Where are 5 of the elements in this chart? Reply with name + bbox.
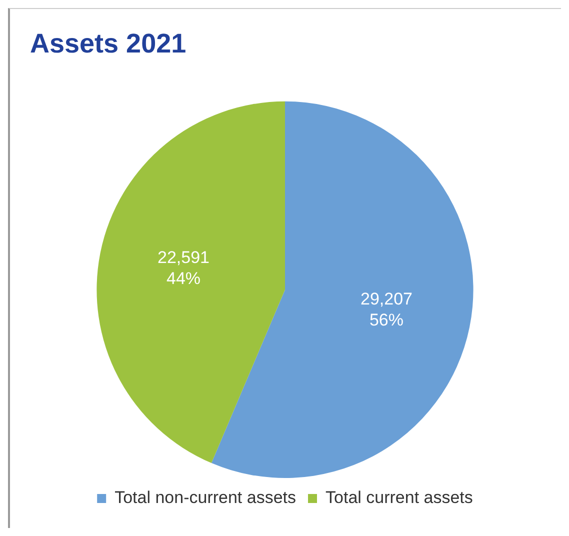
legend-label: Total non-current assets [114, 488, 296, 508]
legend-label: Total current assets [326, 488, 473, 508]
chart-title: Assets 2021 [30, 28, 186, 59]
data-label: 29,207 56% [360, 290, 412, 330]
data-label: 22,591 44% [158, 248, 210, 288]
